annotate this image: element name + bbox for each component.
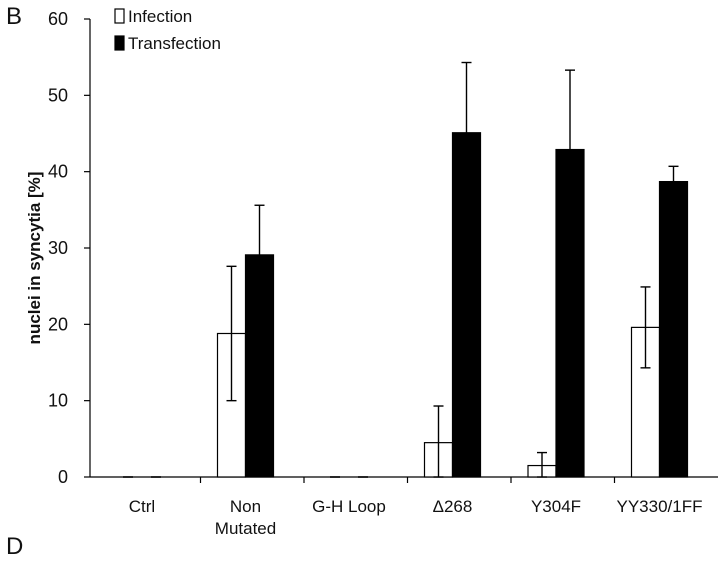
x-tick-label: YY330/1FF <box>617 497 703 516</box>
x-tick-label: Ctrl <box>129 497 155 516</box>
x-tick-label: Δ268 <box>433 497 473 516</box>
legend-label-transfection: Transfection <box>128 34 221 53</box>
legend-swatch-transfection <box>114 35 125 51</box>
x-tick-label: Mutated <box>215 519 276 538</box>
legend-label-infection: Infection <box>128 7 192 26</box>
legend-swatch-infection <box>114 8 125 24</box>
y-tick-label: 50 <box>48 85 68 105</box>
y-tick-label: 20 <box>48 314 68 334</box>
y-tick-label: 40 <box>48 162 68 182</box>
x-tick-label: Non <box>230 497 261 516</box>
y-tick-label: 60 <box>48 9 68 29</box>
panel-label-d: D <box>6 533 24 560</box>
y-tick-label: 30 <box>48 238 68 258</box>
y-axis-title: nuclei in syncytia [%] <box>25 172 44 345</box>
panel-label-b: B <box>6 3 23 30</box>
y-tick-label: 0 <box>58 467 68 487</box>
x-tick-label: G-H Loop <box>312 497 386 516</box>
bar-transfection <box>658 180 689 478</box>
y-tick-label: 10 <box>48 391 68 411</box>
x-tick-label: Y304F <box>531 497 581 516</box>
